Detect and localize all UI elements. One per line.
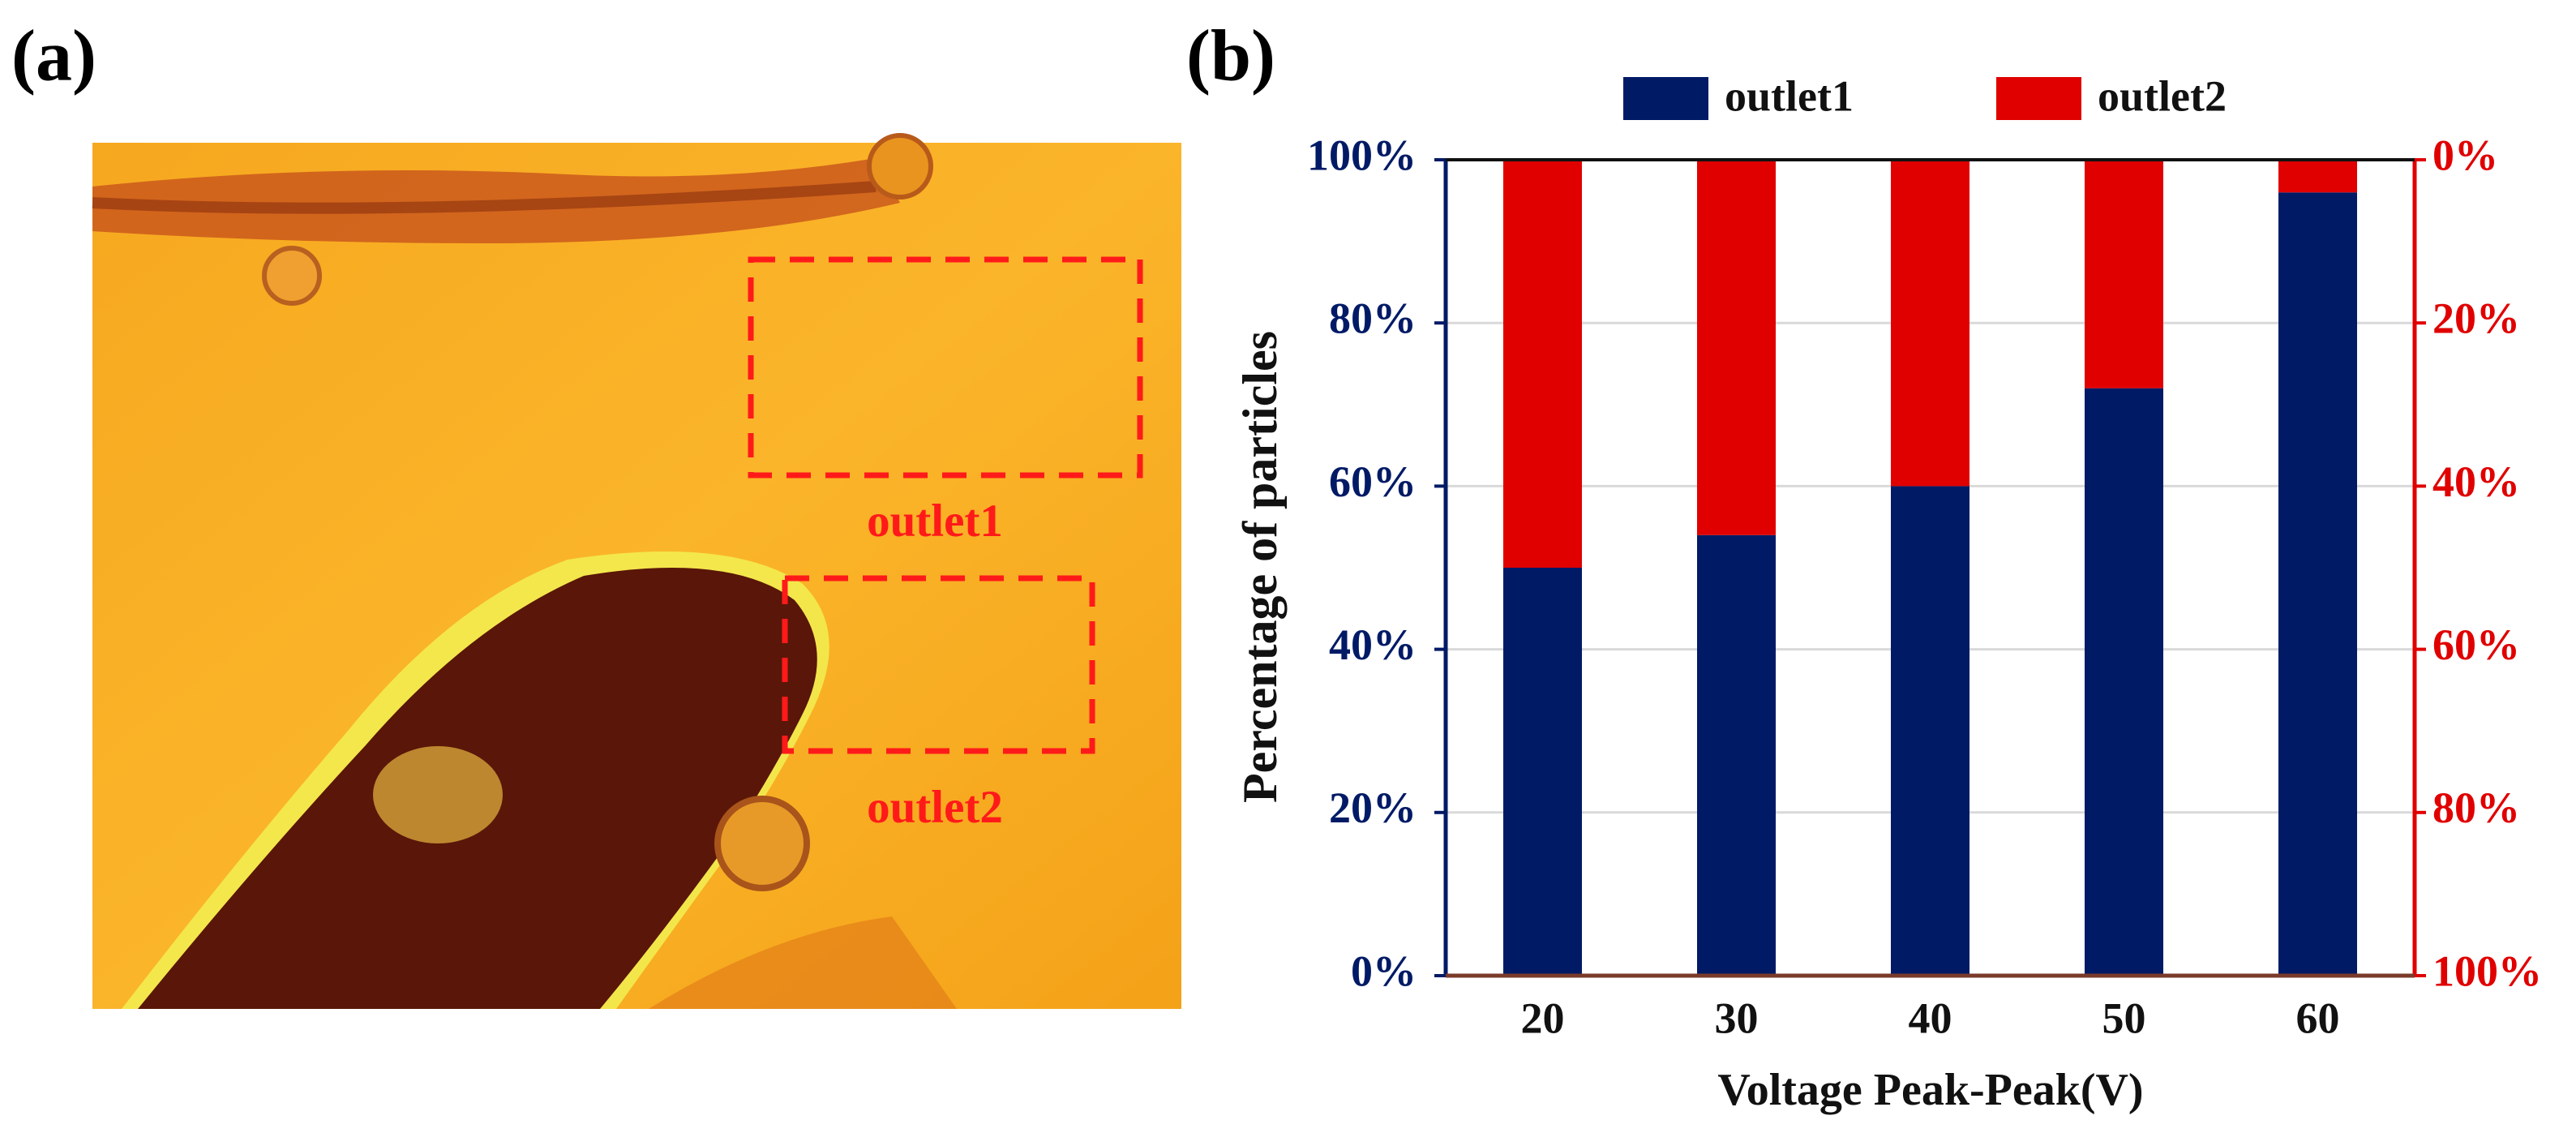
y2-tick-label: 80% (2432, 783, 2520, 832)
y2-tick-label: 20% (2432, 294, 2520, 343)
x-tick-label: 20 (1521, 994, 1565, 1042)
region-label: outlet1 (867, 496, 1003, 547)
y-axis-title: Percentage of particles (1233, 331, 1287, 803)
legend-label: outlet2 (2098, 71, 2227, 120)
bar (1503, 160, 1582, 568)
micrograph: outlet1 outlet2 (92, 133, 1181, 1009)
legend-label: outlet1 (1725, 71, 1854, 120)
y-tick-label: 100% (1307, 131, 1417, 179)
y2-tick-label: 100% (2432, 946, 2542, 995)
bar (2085, 160, 2163, 388)
y2-tick-label: 40% (2432, 457, 2520, 506)
y2-tick-label: 60% (2432, 620, 2520, 669)
region-label: outlet2 (867, 782, 1003, 833)
bar (2085, 388, 2163, 976)
bar (1891, 160, 1970, 487)
y2-tick-label: 0% (2432, 131, 2498, 179)
y-tick-label: 0% (1351, 946, 1417, 995)
legend-swatch (1996, 77, 2081, 120)
panel-label: (b) (1186, 16, 1275, 97)
x-tick-label: 50 (2102, 994, 2146, 1042)
y-tick-label: 40% (1329, 620, 1417, 669)
y-tick-label: 20% (1329, 783, 1417, 832)
bar (1891, 486, 1970, 976)
plot: 0% 20% 40% 60% 80% 100% 0% 20% 40% 60% 80% 100% 20 30… (1307, 71, 2542, 1042)
bar (1503, 568, 1582, 976)
panel-label: (a) (11, 16, 96, 97)
x-tick-label: 60 (2296, 994, 2340, 1042)
bar (1697, 160, 1776, 535)
bar (2278, 160, 2357, 193)
bar (2278, 192, 2357, 976)
legend-swatch (1623, 77, 1708, 120)
y-tick-label: 80% (1329, 294, 1417, 343)
x-axis-title: Voltage Peak-Peak(V) (1717, 1065, 2143, 1115)
y-tick-label: 60% (1329, 457, 1417, 506)
x-tick-label: 30 (1715, 994, 1759, 1042)
x-tick-label: 40 (1909, 994, 1952, 1042)
bar (1697, 534, 1776, 976)
